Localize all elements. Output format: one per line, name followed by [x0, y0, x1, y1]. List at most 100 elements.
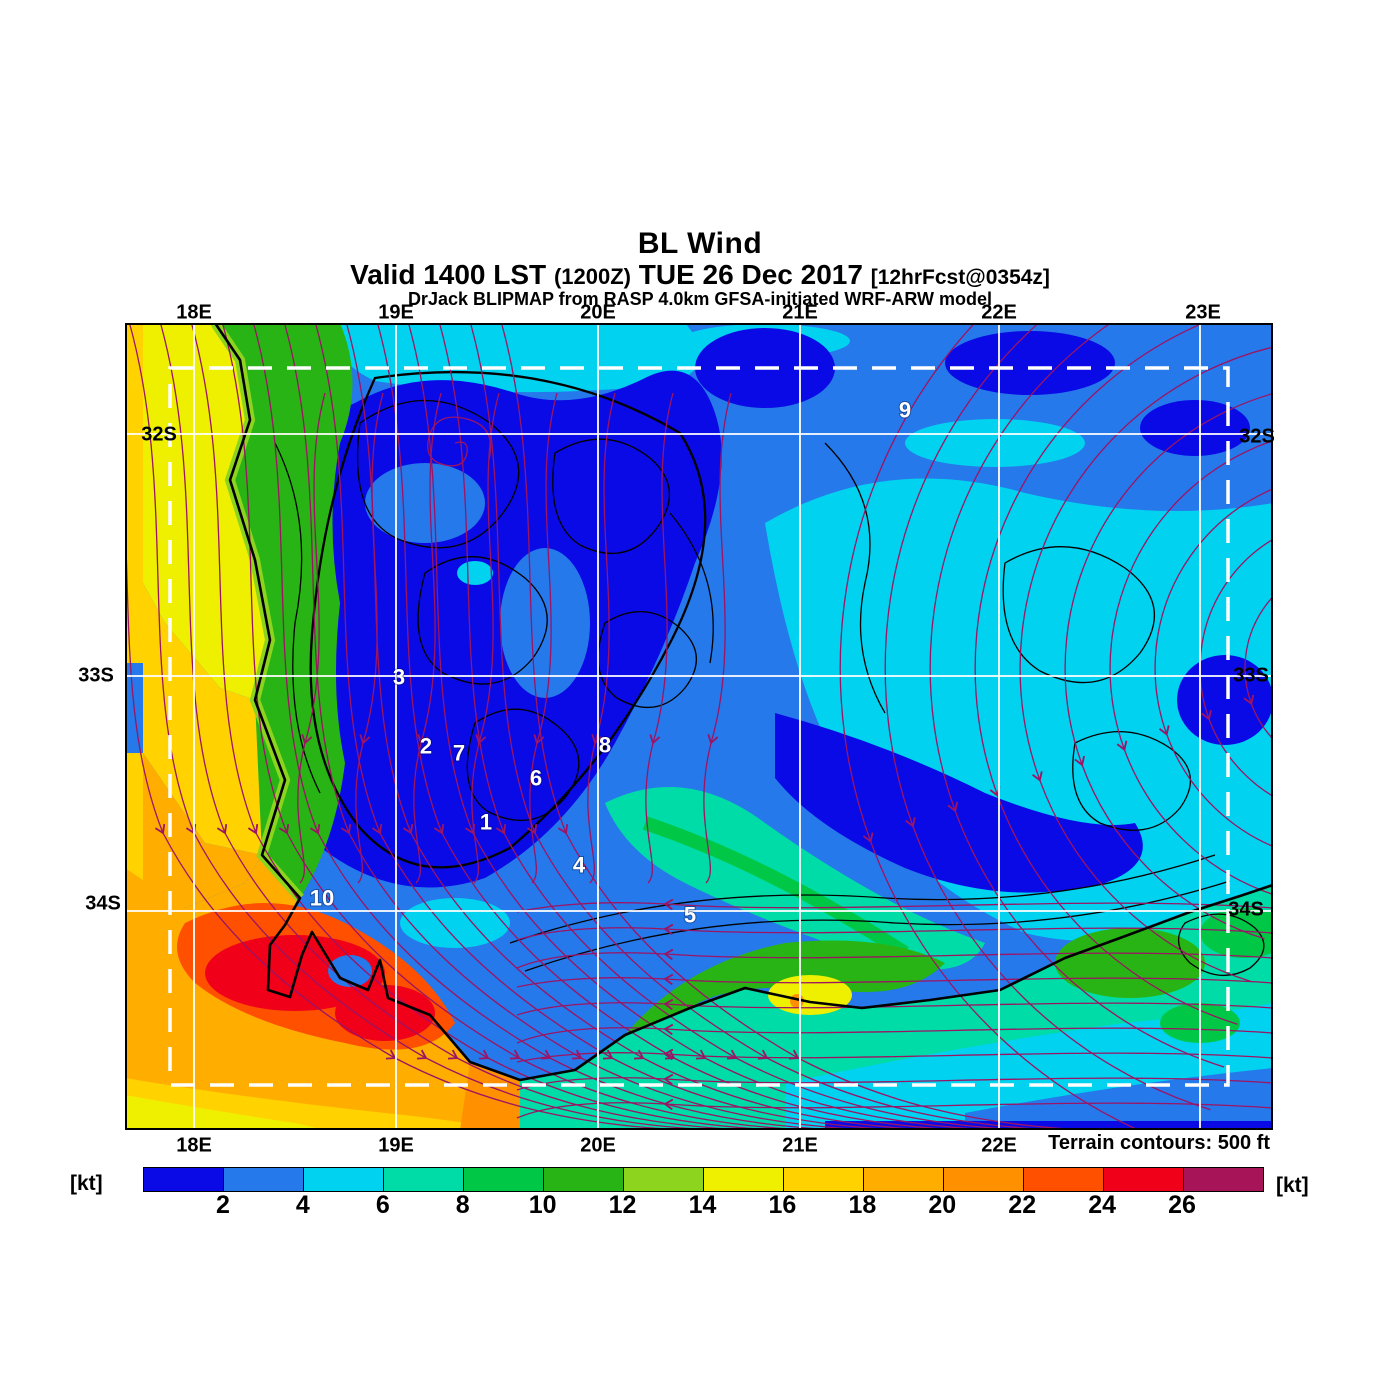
wind-speed-colorbar — [143, 1167, 1264, 1192]
colorbar-tick-2: 2 — [215, 1191, 230, 1219]
streamline — [703, 392, 732, 884]
streamline — [355, 392, 384, 884]
lat-label-32S: 32S — [141, 423, 177, 446]
streamline-eddy — [1019, 346, 1273, 983]
streamline — [516, 1098, 1273, 1119]
latlon-gridlines — [125, 323, 1273, 1130]
lon-label-bottom-20E: 20E — [580, 1134, 616, 1157]
valid-time-line: Valid 1400 LST (1200Z) TUE 26 Dec 2017 [… — [0, 259, 1400, 291]
colorbar-tick-12: 12 — [608, 1191, 637, 1219]
colorbar-segment-6 — [623, 1168, 703, 1191]
streamline — [516, 1023, 1273, 1044]
streamline — [645, 392, 674, 884]
valid-zulu: (1200Z) — [553, 264, 631, 289]
colorbar-segment-11 — [1023, 1168, 1103, 1191]
site-label-5: 5 — [684, 903, 696, 928]
lat-label-33S: 33S — [1233, 664, 1269, 687]
coastline — [213, 323, 1273, 1082]
streamline — [516, 1073, 1273, 1091]
lon-label-bottom-18E: 18E — [176, 1134, 212, 1157]
lat-label-32S: 32S — [1239, 425, 1275, 448]
streamline-eddy — [1243, 595, 1273, 740]
colorbar-tick-4: 4 — [295, 1191, 310, 1219]
lon-label-top-19E: 19E — [378, 301, 414, 324]
colorbar-segment-3 — [383, 1168, 463, 1191]
colorbar-segment-10 — [943, 1168, 1023, 1191]
site-label-1: 1 — [480, 810, 492, 835]
colorbar-segment-7 — [703, 1168, 783, 1191]
valid-lead: Valid 1400 LST — [350, 259, 547, 290]
lon-label-bottom-21E: 21E — [782, 1134, 818, 1157]
lat-label-33S: 33S — [78, 664, 114, 687]
streamline-eddy — [1154, 488, 1273, 848]
lat-label-34S: 34S — [85, 892, 121, 915]
colorbar-tick-6: 6 — [375, 1191, 390, 1219]
colorbar-tick-22: 22 — [1008, 1191, 1037, 1219]
streamline-vortex — [427, 416, 492, 467]
site-number-labels: 1 2 3 4 5 6 7 8 9 10 — [309, 397, 912, 929]
lat-label-34S: 34S — [1228, 898, 1264, 921]
site-label-10: 10 — [310, 886, 334, 911]
colorbar-tick-10: 10 — [528, 1191, 557, 1219]
streamline — [500, 323, 1069, 1130]
lon-label-top-20E: 20E — [580, 301, 616, 324]
unit-label-right: [kt] — [1276, 1174, 1309, 1197]
site-label-9: 9 — [899, 398, 911, 423]
colorbar-segment-4 — [463, 1168, 543, 1191]
streamline — [516, 898, 1273, 913]
colorbar-segment-9 — [863, 1168, 943, 1191]
lon-label-top-18E: 18E — [176, 301, 212, 324]
streamline — [529, 392, 558, 884]
streamline-eddy — [839, 323, 1140, 1130]
site-label-7: 7 — [453, 741, 465, 766]
colorbar-segment-12 — [1103, 1168, 1183, 1191]
wind-streamlines — [125, 323, 1273, 1130]
map-canvas: 1 2 3 4 5 6 7 8 9 10 — [125, 323, 1273, 1130]
lon-label-bottom-22E: 22E — [981, 1134, 1017, 1157]
streamline — [516, 923, 1273, 941]
lon-label-top-23E: 23E — [1185, 301, 1221, 324]
lon-label-top-22E: 22E — [981, 301, 1017, 324]
wind-speed-fill-regions — [125, 323, 1273, 1130]
streamline-eddy — [884, 323, 1211, 1111]
colorbar-segment-13 — [1183, 1168, 1263, 1191]
terrain-note: Terrain contours: 500 ft — [1048, 1132, 1270, 1154]
colorbar-tick-8: 8 — [455, 1191, 470, 1219]
streamline — [471, 392, 500, 884]
page-title: BL Wind — [637, 227, 763, 260]
site-label-8: 8 — [599, 733, 611, 758]
streamline — [587, 392, 616, 884]
colorbar-tick-18: 18 — [848, 1191, 877, 1219]
colorbar-segment-2 — [303, 1168, 383, 1191]
colorbar-segment-5 — [543, 1168, 623, 1191]
model-description: DrJack BLIPMAP from RASP 4.0km GFSA-init… — [407, 289, 993, 309]
site-label-2: 2 — [420, 734, 432, 759]
colorbar-segment-0 — [144, 1168, 223, 1191]
streamline-eddy — [929, 323, 1225, 1068]
streamline-eddy — [974, 323, 1238, 1025]
site-label-4: 4 — [573, 853, 586, 878]
valid-date: TUE 26 Dec 2017 — [638, 259, 863, 290]
colorbar-tick-14: 14 — [688, 1191, 717, 1219]
lon-label-top-21E: 21E — [782, 301, 818, 324]
colorbar-tick-20: 20 — [928, 1191, 957, 1219]
lon-label-bottom-19E: 19E — [378, 1134, 414, 1157]
site-label-6: 6 — [530, 766, 542, 791]
colorbar-tick-26: 26 — [1168, 1191, 1196, 1219]
streamline — [516, 948, 1273, 969]
inner-domain-dashed-box — [168, 366, 1230, 1087]
valid-init: [12hrFcst@0354z] — [870, 266, 1050, 289]
colorbar-tick-16: 16 — [768, 1191, 797, 1219]
streamline — [297, 392, 326, 884]
streamline — [516, 973, 1273, 988]
wind-map-svg: 1 2 3 4 5 6 7 8 9 10 — [125, 323, 1273, 1130]
colorbar-segment-8 — [783, 1168, 863, 1191]
streamline — [516, 1048, 1273, 1063]
colorbar-tick-24: 24 — [1088, 1191, 1117, 1219]
streamline — [516, 998, 1273, 1016]
streamline-eddy — [1109, 440, 1273, 895]
unit-label-left: [kt] — [70, 1172, 103, 1195]
map-frame-border — [125, 323, 1273, 1130]
colorbar-segment-1 — [223, 1168, 303, 1191]
